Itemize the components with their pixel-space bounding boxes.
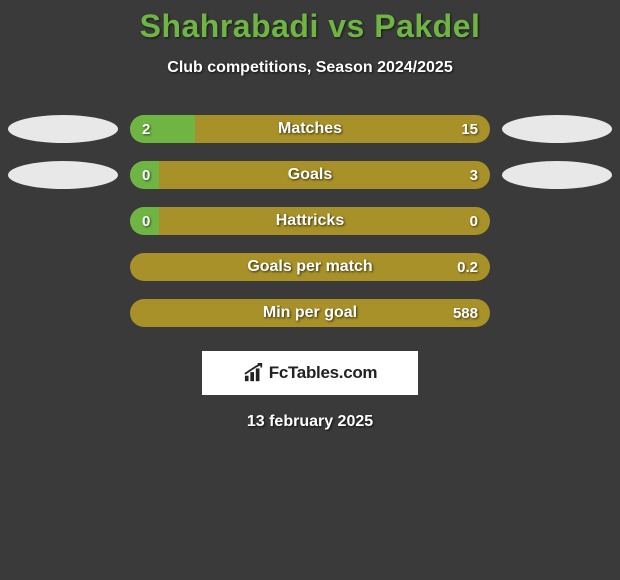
player-left-oval (8, 161, 118, 189)
bar-chart-icon (243, 363, 265, 383)
stat-value-left: 0 (142, 207, 150, 235)
player-right-oval (502, 161, 612, 189)
stat-bar: 0 0Hattricks (130, 207, 490, 235)
stat-row: 0.2Goals per match (8, 253, 612, 281)
stat-row: 0 3Goals (8, 161, 612, 189)
stat-value-left: 0 (142, 161, 150, 189)
subtitle: Club competitions, Season 2024/2025 (0, 59, 620, 77)
stat-value-right: 0.2 (457, 253, 478, 281)
page-title: Shahrabadi vs Pakdel (0, 8, 620, 45)
stat-row: 0 0Hattricks (8, 207, 612, 235)
stat-bar: 0 3Goals (130, 161, 490, 189)
stat-label: Goals (130, 161, 490, 189)
stat-bar: 588Min per goal (130, 299, 490, 327)
stat-value-right: 15 (461, 115, 478, 143)
stat-label: Min per goal (130, 299, 490, 327)
stat-value-right: 3 (470, 161, 478, 189)
logo-text: FcTables.com (269, 363, 378, 383)
stat-bar-left-fill (130, 115, 195, 143)
stat-row: 215Matches (8, 115, 612, 143)
date-label: 13 february 2025 (0, 413, 620, 431)
stat-value-right: 588 (453, 299, 478, 327)
stat-rows: 215Matches03Goals00Hattricks0.2Goals per… (0, 115, 620, 327)
comparison-infographic: Shahrabadi vs Pakdel Club competitions, … (0, 0, 620, 431)
stat-label: Goals per match (130, 253, 490, 281)
stat-bar: 215Matches (130, 115, 490, 143)
stat-row: 588Min per goal (8, 299, 612, 327)
stat-bar: 0.2Goals per match (130, 253, 490, 281)
logo-box[interactable]: FcTables.com (202, 351, 418, 395)
stat-value-right: 0 (470, 207, 478, 235)
player-right-oval (502, 115, 612, 143)
stat-value-left: 2 (142, 115, 150, 143)
stat-label: Hattricks (130, 207, 490, 235)
player-left-oval (8, 115, 118, 143)
